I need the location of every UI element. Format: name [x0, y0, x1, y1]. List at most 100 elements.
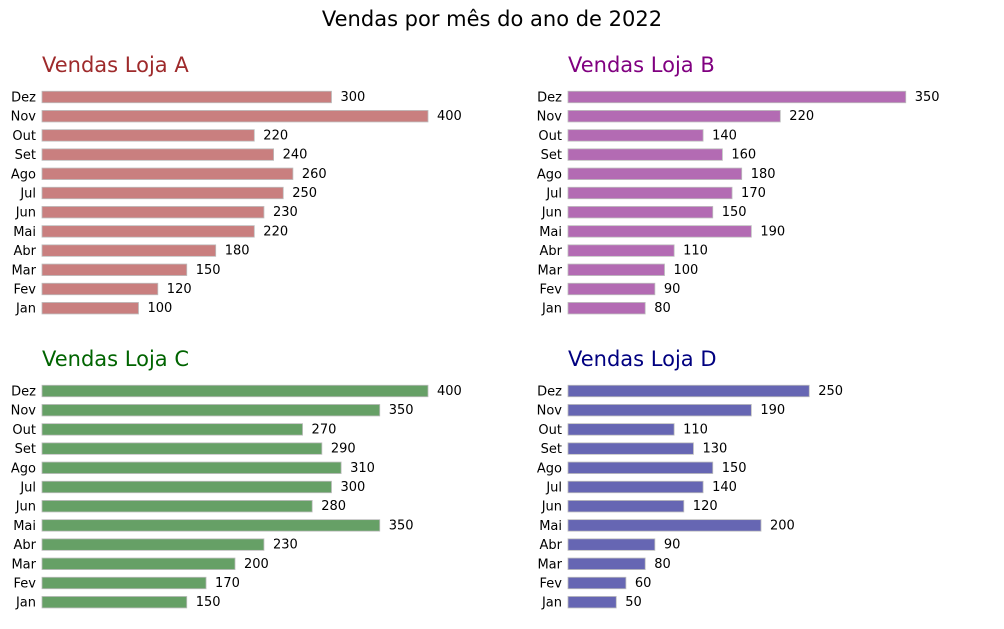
bar [41, 129, 255, 142]
tick-label: Out [12, 129, 36, 144]
bar [41, 557, 236, 570]
bar [41, 225, 255, 238]
bar [41, 167, 294, 180]
bar [567, 519, 762, 532]
bar [567, 384, 810, 398]
bar [41, 596, 188, 609]
tick-label: Set [15, 148, 36, 163]
value-label: 280 [321, 499, 346, 514]
bar [567, 244, 675, 257]
tick-label: Jan [15, 302, 36, 317]
value-label: 350 [389, 518, 414, 533]
value-label: 80 [654, 557, 671, 572]
value-label: 50 [625, 595, 642, 610]
value-label: 220 [263, 224, 288, 239]
tick-label: Set [541, 148, 562, 163]
tick-label: Fev [540, 577, 563, 592]
bar [41, 500, 313, 513]
value-label: 350 [389, 403, 414, 418]
tick-label: Jul [545, 187, 562, 202]
tick-label: Out [538, 129, 562, 144]
tick-label: Abr [540, 244, 563, 259]
tick-label: Abr [540, 538, 563, 553]
tick-label: Mai [13, 225, 36, 240]
bar [41, 302, 139, 315]
tick-label: Mar [537, 263, 562, 278]
bar [41, 519, 381, 532]
tick-label: Abr [14, 244, 37, 259]
bar [567, 404, 752, 417]
value-label: 300 [341, 90, 366, 105]
tick-label: Nov [537, 110, 563, 125]
bar [41, 263, 188, 276]
bar [41, 148, 275, 161]
panel-title: Vendas Loja D [568, 347, 717, 371]
value-label: 150 [196, 263, 221, 278]
tick-label: Jun [15, 500, 36, 515]
tick-label: Jan [541, 302, 562, 317]
value-label: 130 [702, 442, 727, 457]
bar [567, 167, 743, 180]
tick-label: Ago [537, 461, 562, 476]
tick-label: Dez [537, 91, 562, 106]
panel-title: Vendas Loja B [568, 53, 715, 77]
tick-label: Jun [15, 206, 36, 221]
value-label: 220 [263, 128, 288, 143]
tick-label: Ago [11, 167, 36, 182]
bar [567, 423, 675, 436]
tick-label: Mar [11, 557, 36, 572]
tick-label: Out [538, 423, 562, 438]
value-label: 180 [225, 244, 250, 259]
value-label: 100 [148, 301, 173, 316]
value-label: 350 [915, 90, 940, 105]
tick-label: Jun [541, 500, 562, 515]
chart-main-title: Vendas por mês do ano de 2022 [321, 7, 663, 31]
tick-label: Mar [537, 557, 562, 572]
bar [567, 442, 694, 455]
value-label: 400 [437, 109, 462, 124]
tick-label: Out [12, 423, 36, 438]
bar [567, 480, 704, 494]
value-label: 200 [770, 518, 795, 533]
value-label: 230 [273, 205, 298, 220]
bar [41, 206, 265, 219]
value-label: 110 [683, 244, 708, 259]
value-label: 250 [818, 384, 843, 399]
value-label: 400 [437, 384, 462, 399]
value-label: 300 [341, 480, 366, 495]
value-label: 170 [215, 576, 240, 591]
value-label: 220 [789, 109, 814, 124]
value-label: 200 [244, 557, 269, 572]
bar [41, 461, 342, 474]
value-label: 250 [292, 186, 317, 201]
bar [41, 480, 332, 494]
tick-label: Jul [19, 481, 36, 496]
tick-label: Jan [541, 596, 562, 611]
value-label: 150 [722, 461, 747, 476]
bar [567, 538, 656, 551]
tick-label: Nov [537, 404, 563, 419]
bar [41, 442, 323, 455]
value-label: 190 [760, 403, 785, 418]
value-label: 80 [654, 301, 671, 316]
bar [567, 129, 704, 142]
value-label: 230 [273, 538, 298, 553]
bar [567, 596, 617, 609]
bar [567, 282, 656, 296]
bar [567, 186, 733, 200]
value-label: 150 [196, 595, 221, 610]
tick-label: Set [541, 442, 562, 457]
value-label: 120 [693, 499, 718, 514]
bar [41, 384, 429, 398]
value-label: 140 [712, 480, 737, 495]
value-label: 240 [283, 148, 308, 163]
value-label: 60 [635, 576, 652, 591]
bar [567, 263, 665, 276]
tick-label: Mai [539, 225, 562, 240]
value-label: 160 [731, 148, 756, 163]
tick-label: Ago [537, 167, 562, 182]
bar [41, 423, 303, 436]
tick-label: Jan [15, 596, 36, 611]
bar [567, 206, 714, 219]
